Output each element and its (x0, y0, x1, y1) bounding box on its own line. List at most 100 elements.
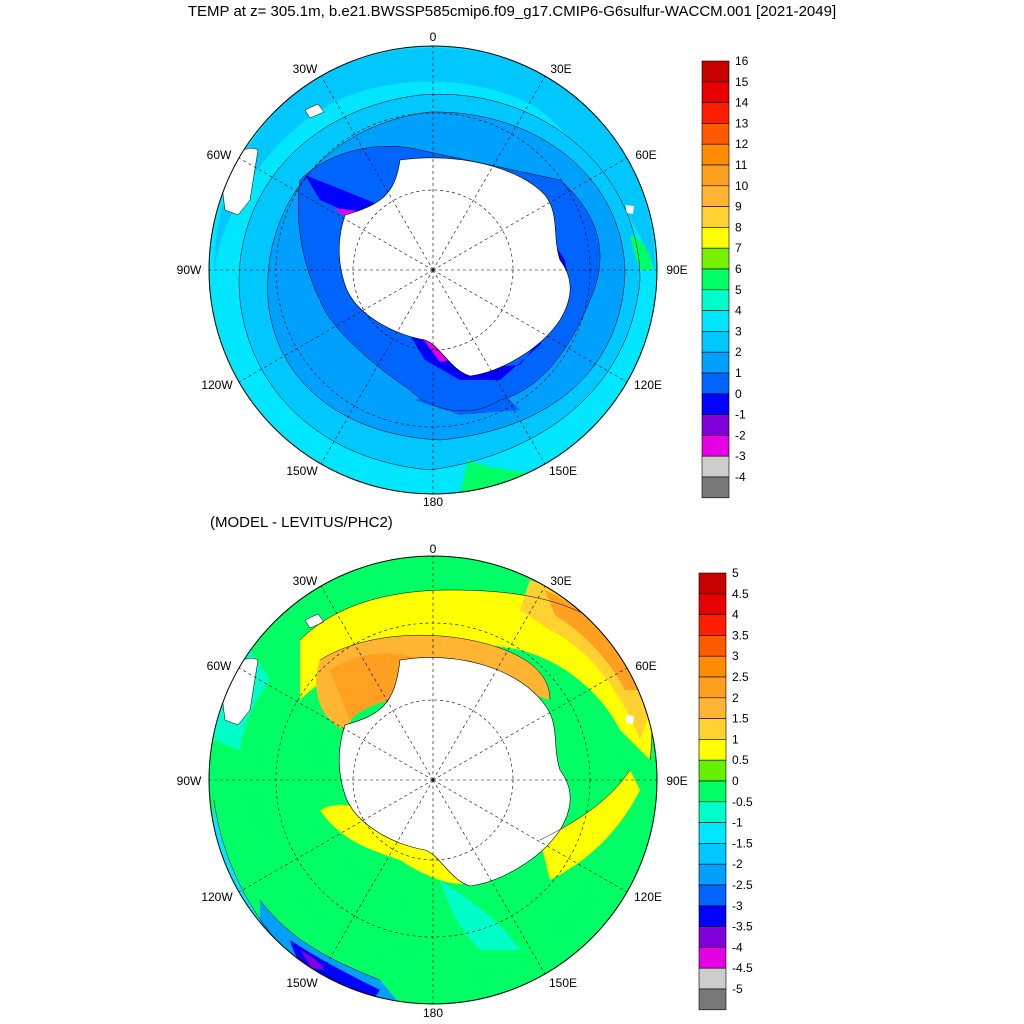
top-colorbar-label-2: 14 (735, 96, 749, 110)
top-colorbar-label-16: 0 (735, 387, 742, 401)
lon-label-120e: 120E (634, 378, 662, 392)
bottom-colorbar-swatch-15 (698, 884, 727, 907)
lon-label-180: 180 (423, 495, 443, 509)
top-colorbar-label-3: 13 (735, 116, 749, 130)
lon-label-180: 180 (423, 1006, 443, 1020)
bottom-polar-map: 0 30E 60E 90E 120E 150E 180 150W 120W 90… (170, 540, 696, 1024)
lon-label-120w: 120W (201, 378, 233, 392)
top-map-border (208, 45, 658, 495)
bottom-colorbar-label-2: 4 (732, 608, 739, 622)
top-colorbar-swatch-20 (701, 476, 730, 499)
bottom-colorbar-swatch-14 (698, 863, 727, 886)
bottom-colorbar-label-4: 3 (732, 649, 739, 663)
bottom-colorbar-label-17: -3.5 (732, 920, 753, 934)
bottom-colorbar-swatch-5 (698, 676, 727, 699)
bottom-colorbar-swatch-4 (698, 655, 727, 678)
figure-title: TEMP at z= 305.1m, b.e21.BWSSP585cmip6.f… (187, 3, 837, 20)
bottom-colorbar-swatch-2 (698, 614, 727, 636)
bottom-colorbar-label-20: -5 (732, 982, 743, 996)
top-colorbar: 16 15 14 13 12 11 10 9 8 7 6 5 4 3 2 1 0 -1 -2 -3 -4 (700, 54, 760, 499)
top-colorbar-swatch-6 (701, 185, 730, 207)
bottom-colorbar-label-19: -4.5 (732, 961, 753, 975)
bottom-colorbar-swatch-8 (698, 739, 727, 761)
top-colorbar-label-12: 4 (735, 304, 742, 318)
bottom-colorbar-label-0: 5 (732, 566, 739, 580)
bottom-map-border (208, 555, 658, 1005)
top-colorbar-swatch-10 (701, 268, 730, 291)
top-colorbar-label-8: 8 (735, 220, 742, 234)
top-colorbar-swatch-17 (701, 414, 730, 436)
top-colorbar-label-1: 15 (735, 75, 749, 89)
lon-label-120w: 120W (201, 890, 233, 904)
lon-label-30w: 30W (293, 62, 318, 76)
top-colorbar-swatch-11 (701, 289, 730, 311)
lon-label-150e: 150E (549, 464, 577, 478)
top-colorbar-label-15: 1 (735, 366, 742, 380)
top-colorbar-swatch-8 (701, 227, 730, 249)
bottom-colorbar-swatch-13 (698, 843, 727, 865)
bottom-map-antarctica (338, 657, 571, 887)
bottom-colorbar-swatch-3 (698, 635, 727, 657)
bottom-map-graticule (209, 556, 657, 1004)
top-colorbar-label-13: 3 (735, 324, 742, 338)
top-colorbar-swatch-2 (701, 102, 730, 124)
lon-label-60e: 60E (635, 148, 656, 162)
top-colorbar-swatch-7 (701, 206, 730, 228)
top-colorbar-swatch-15 (701, 372, 730, 395)
top-colorbar-label-5: 11 (735, 158, 748, 172)
top-colorbar-swatch-19 (701, 455, 730, 478)
lon-label-90e: 90E (666, 774, 687, 788)
bottom-colorbar-label-15: -2.5 (732, 878, 753, 892)
top-map-antarctica (338, 157, 571, 377)
top-map-lon-labels: 0 30E 60E 90E 120E 150E 180 150W 120W 90… (177, 30, 688, 509)
top-colorbar-label-11: 5 (735, 283, 742, 297)
top-colorbar-swatch-16 (701, 393, 730, 415)
lon-label-90w: 90W (177, 263, 202, 277)
difference-subtitle: (MODEL - LEVITUS/PHC2) (210, 514, 393, 531)
lon-label-150w: 150W (286, 464, 318, 478)
bottom-colorbar-label-5: 2.5 (732, 670, 749, 684)
lon-label-0: 0 (430, 542, 437, 556)
top-colorbar-label-6: 10 (735, 179, 749, 193)
bottom-colorbar-label-6: 2 (732, 691, 739, 705)
bottom-colorbar-label-8: 1 (732, 732, 739, 746)
bottom-colorbar-swatch-19 (698, 967, 727, 990)
bottom-map-lon-labels: 0 30E 60E 90E 120E 150E 180 150W 120W 90… (177, 542, 688, 1020)
bottom-colorbar: 5 4.5 4 3.5 3 2.5 2 1.5 1 0.5 0 -0.5 -1 -1.5 -2 -2.5 -3 -… (697, 566, 757, 1011)
bottom-colorbar-swatch-1 (698, 593, 727, 615)
bottom-colorbar-swatch-7 (698, 718, 727, 740)
bottom-colorbar-swatch-0 (698, 572, 727, 595)
top-colorbar-label-19: -3 (735, 449, 746, 463)
bottom-colorbar-label-7: 1.5 (732, 712, 749, 726)
bottom-colorbar-swatch-9 (698, 759, 727, 782)
top-polar-map: 0 30E 60E 90E 120E 150E 180 150W 120W 90… (170, 28, 696, 512)
top-colorbar-swatch-0 (701, 60, 730, 83)
lon-label-60w: 60W (207, 148, 232, 162)
bottom-colorbar-label-14: -2 (732, 857, 743, 871)
lon-label-60w: 60W (207, 659, 232, 673)
lon-label-30w: 30W (293, 574, 318, 588)
bottom-colorbar-swatch-17 (698, 926, 727, 948)
top-colorbar-label-17: -1 (735, 408, 746, 422)
bottom-colorbar-label-9: 0.5 (732, 753, 749, 767)
bottom-colorbar-swatch-20 (698, 988, 727, 1011)
bottom-colorbar-swatch-12 (698, 822, 727, 844)
top-colorbar-label-0: 16 (735, 54, 749, 68)
lon-label-90e: 90E (666, 263, 687, 277)
lon-label-90w: 90W (177, 774, 202, 788)
top-colorbar-label-7: 9 (735, 200, 742, 214)
lon-label-60e: 60E (635, 659, 656, 673)
lon-label-30e: 30E (550, 62, 571, 76)
bottom-colorbar-swatch-6 (698, 697, 727, 719)
top-colorbar-swatch-3 (701, 123, 730, 145)
lon-label-150w: 150W (286, 976, 318, 990)
top-colorbar-label-14: 2 (735, 345, 742, 359)
lon-label-150e: 150E (549, 976, 577, 990)
bottom-colorbar-label-13: -1.5 (732, 836, 753, 850)
bottom-colorbar-label-10: 0 (732, 774, 739, 788)
top-colorbar-swatch-4 (701, 143, 730, 166)
top-colorbar-swatch-9 (701, 247, 730, 270)
bottom-colorbar-label-11: -0.5 (732, 795, 753, 809)
top-colorbar-label-4: 12 (735, 137, 749, 151)
top-colorbar-label-18: -2 (735, 428, 746, 442)
